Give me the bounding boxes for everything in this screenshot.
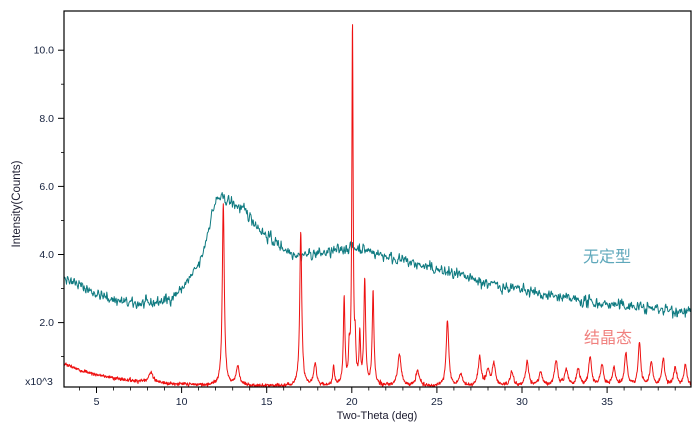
- svg-text:25: 25: [431, 396, 443, 408]
- svg-text:6.0: 6.0: [39, 181, 54, 193]
- svg-text:15: 15: [261, 396, 273, 408]
- svg-text:Two-Theta (deg): Two-Theta (deg): [337, 410, 418, 422]
- svg-text:8.0: 8.0: [39, 113, 54, 125]
- svg-text:35: 35: [601, 396, 613, 408]
- svg-text:2.0: 2.0: [39, 317, 54, 329]
- svg-text:30: 30: [516, 396, 528, 408]
- svg-text:结晶态: 结晶态: [584, 329, 632, 347]
- svg-text:x10^3: x10^3: [25, 376, 53, 388]
- svg-text:10: 10: [176, 396, 188, 408]
- svg-text:无定型: 无定型: [583, 248, 631, 266]
- svg-text:4.0: 4.0: [39, 249, 54, 261]
- svg-text:20: 20: [346, 396, 358, 408]
- svg-text:Intensity(Counts): Intensity(Counts): [11, 160, 23, 247]
- svg-text:10.0: 10.0: [34, 45, 55, 57]
- svg-text:5: 5: [94, 396, 100, 408]
